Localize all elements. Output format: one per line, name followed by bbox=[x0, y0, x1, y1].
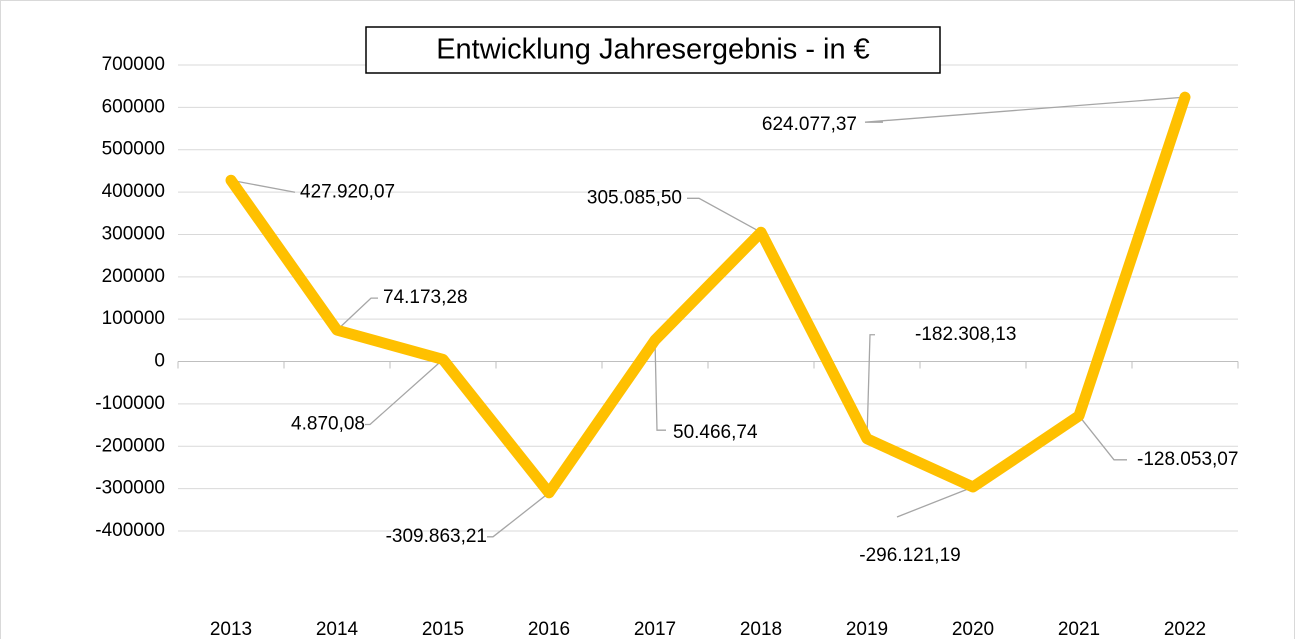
x-tick-label: 2021 bbox=[1058, 619, 1100, 639]
leader-line bbox=[687, 197, 762, 233]
y-tick-label: 600000 bbox=[102, 96, 165, 117]
chart-title: Entwicklung Jahresergebnis - in € bbox=[436, 34, 870, 66]
y-tick-label: 400000 bbox=[102, 181, 165, 202]
x-tick-label: 2013 bbox=[210, 619, 252, 639]
data-label: 4.870,08 bbox=[291, 413, 365, 434]
y-tick-label: 200000 bbox=[102, 266, 165, 287]
plot: -400000 -300000 -200000 -100000 0 100000 20000… bbox=[95, 54, 1239, 639]
leader-line bbox=[866, 334, 875, 439]
x-tick-label: 2014 bbox=[316, 619, 359, 639]
leader-line bbox=[1078, 415, 1127, 461]
data-label: 50.466,74 bbox=[673, 422, 758, 443]
x-tick-label: 2019 bbox=[846, 619, 888, 639]
data-label: -128.053,07 bbox=[1137, 449, 1238, 470]
leader-line bbox=[336, 297, 378, 331]
x-tick-label: 2018 bbox=[740, 619, 782, 639]
leader-line bbox=[654, 340, 666, 431]
title-box bbox=[365, 26, 941, 74]
leader-line bbox=[230, 179, 296, 193]
line bbox=[225, 91, 1191, 499]
leader-line bbox=[487, 492, 550, 538]
x-tick-label: 2017 bbox=[634, 619, 676, 639]
data-label: 427.920,07 bbox=[300, 181, 395, 202]
data-label: -296.121,19 bbox=[859, 545, 960, 566]
y-tick-label: -400000 bbox=[95, 520, 165, 541]
y-tick-label: 0 bbox=[154, 351, 165, 372]
leader-line bbox=[365, 358, 444, 426]
x-tick-label: 2016 bbox=[528, 619, 570, 639]
y-tick-label: 100000 bbox=[102, 308, 165, 329]
y-tick-label: -100000 bbox=[95, 393, 165, 414]
y-tick-label: 300000 bbox=[102, 223, 165, 244]
y-tick-label: -200000 bbox=[95, 435, 165, 456]
leader-line bbox=[864, 96, 1186, 123]
leader-line bbox=[896, 486, 974, 518]
data-label: 74.173,28 bbox=[383, 287, 468, 308]
data-label: 624.077,37 bbox=[762, 114, 857, 135]
y-tick-label: -300000 bbox=[95, 478, 165, 499]
x-tick-label: 2022 bbox=[1164, 619, 1206, 639]
x-tick-label: 2020 bbox=[952, 619, 994, 639]
x-tick-label: 2015 bbox=[422, 619, 464, 639]
y-tick-label: 500000 bbox=[102, 139, 165, 160]
data-label: 305.085,50 bbox=[587, 187, 682, 208]
data-label: -309.863,21 bbox=[386, 526, 487, 547]
y-tick-label: 700000 bbox=[102, 54, 165, 75]
data-label: -182.308,13 bbox=[915, 324, 1016, 345]
